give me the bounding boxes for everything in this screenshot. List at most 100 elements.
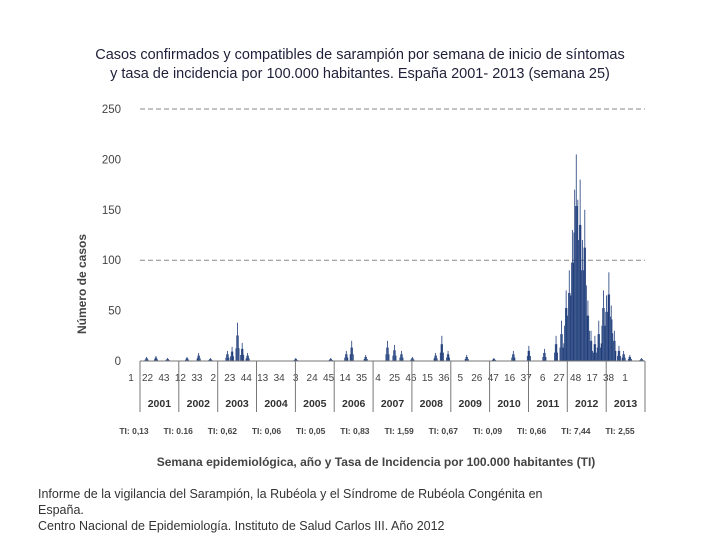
chart-title: Casos confirmados y compatibles de saram…	[20, 46, 700, 84]
bar	[595, 344, 597, 361]
bar	[346, 354, 348, 361]
y-tick-label: 100	[102, 255, 121, 267]
bar	[631, 358, 632, 361]
bar	[617, 350, 619, 361]
bar	[544, 348, 545, 361]
bar	[566, 308, 568, 361]
bar	[640, 358, 642, 361]
bar	[446, 354, 448, 361]
bar	[592, 350, 593, 361]
bar	[399, 357, 401, 361]
bars	[144, 154, 644, 361]
bar	[570, 295, 572, 361]
bar	[166, 358, 168, 361]
bar	[167, 357, 168, 361]
bar	[436, 355, 437, 361]
bar	[590, 330, 592, 361]
week-tick-label: 26	[471, 373, 483, 384]
bar	[155, 355, 157, 361]
bar	[597, 334, 599, 361]
week-tick-label: 6	[540, 373, 546, 384]
bar	[185, 358, 187, 361]
bar	[347, 357, 349, 361]
bar	[561, 320, 562, 361]
bar	[157, 359, 158, 361]
bar	[613, 330, 615, 361]
bar	[168, 359, 170, 361]
bar	[349, 354, 351, 361]
bar	[601, 325, 603, 361]
incidence-rate-label: TI: 1,59	[384, 426, 414, 436]
bar	[562, 347, 564, 361]
bar	[582, 270, 584, 361]
bar	[441, 335, 443, 361]
bar	[240, 354, 242, 361]
bar	[579, 179, 581, 361]
week-tick-label: 43	[158, 373, 170, 384]
bar	[564, 308, 566, 361]
bar	[447, 350, 449, 361]
week-tick-label: 1	[128, 373, 134, 384]
bar	[610, 305, 612, 361]
bar	[209, 358, 210, 361]
year-label: 2008	[420, 398, 444, 410]
bar	[411, 356, 413, 361]
bar	[512, 350, 514, 361]
bar	[611, 319, 613, 361]
bar	[443, 352, 444, 361]
bar	[575, 154, 577, 361]
bar	[412, 358, 414, 361]
bar	[569, 292, 571, 361]
bar	[599, 347, 601, 361]
week-tick-label: 38	[603, 373, 615, 384]
bar	[439, 352, 441, 361]
bar	[571, 262, 572, 361]
y-tick-label: 200	[102, 154, 121, 166]
bar	[600, 343, 602, 361]
bar	[167, 358, 169, 361]
source-line-3: Centro Nacional de Epidemiología. Instit…	[38, 519, 445, 533]
bar	[440, 344, 442, 361]
bar	[620, 355, 621, 361]
bar	[401, 350, 402, 361]
bar	[467, 358, 469, 361]
incidence-rate-label: TI: 0,06	[252, 426, 282, 436]
bar	[615, 350, 617, 361]
bar	[210, 358, 212, 361]
week-tick-label: 15	[422, 373, 434, 384]
week-tick-label: 14	[340, 373, 352, 384]
bar	[588, 315, 590, 361]
bar	[514, 357, 516, 361]
bar	[331, 358, 332, 361]
week-tick-label: 46	[405, 373, 417, 384]
bar	[589, 330, 590, 361]
bar	[622, 354, 624, 361]
bar	[545, 356, 547, 361]
bar	[603, 290, 604, 361]
bar	[436, 358, 438, 361]
bar	[387, 340, 388, 361]
bar	[623, 350, 625, 361]
bar	[563, 343, 565, 361]
bar	[386, 347, 388, 361]
bar	[527, 350, 529, 361]
bar	[585, 285, 587, 361]
bar	[392, 355, 394, 361]
bar	[605, 311, 607, 361]
week-tick-label: 45	[323, 373, 335, 384]
bar	[584, 209, 586, 361]
bar	[366, 358, 368, 361]
bar	[442, 344, 444, 361]
bar	[198, 352, 200, 361]
bar	[350, 347, 352, 361]
bar	[146, 356, 148, 361]
y-tick-label: 250	[102, 104, 121, 116]
bar	[555, 335, 557, 361]
bar	[227, 354, 229, 361]
bar	[544, 352, 546, 361]
bar	[294, 358, 296, 361]
bar	[559, 347, 561, 361]
bar	[228, 357, 230, 361]
week-tick-label: 25	[389, 373, 401, 384]
bar	[448, 354, 450, 361]
